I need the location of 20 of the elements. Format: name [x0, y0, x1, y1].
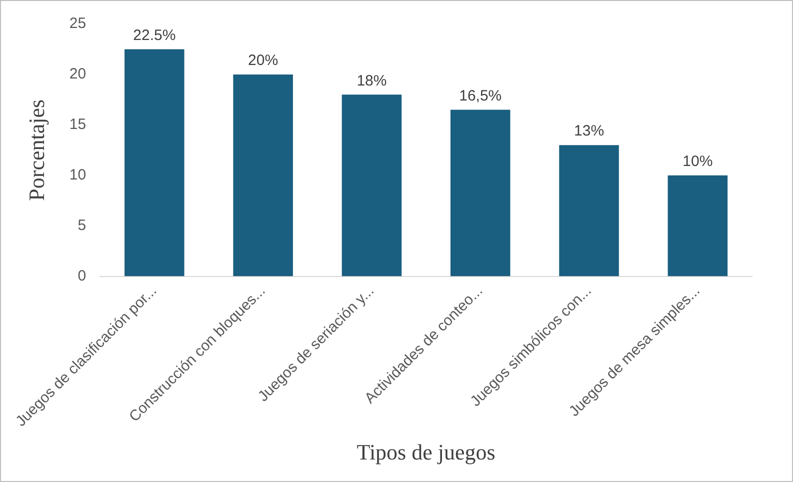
data-label: 18% — [356, 72, 387, 90]
y-tick-label: 10 — [69, 166, 86, 184]
data-label: 16,5% — [459, 87, 502, 104]
data-label: 10% — [682, 153, 713, 170]
y-tick-label: 5 — [78, 216, 86, 234]
y-tick-label: 20 — [69, 66, 86, 83]
bar — [668, 175, 728, 276]
bar — [124, 49, 184, 276]
bar — [233, 74, 293, 276]
y-tick-label: 0 — [78, 267, 86, 284]
y-tick-label: 15 — [69, 116, 86, 134]
bar — [559, 145, 619, 276]
data-label: 20% — [248, 52, 278, 70]
bar — [450, 110, 510, 276]
y-axis-title: Porcentajes — [24, 99, 49, 201]
bar — [342, 94, 402, 276]
data-label: 13% — [574, 122, 604, 140]
data-label: 22.5% — [133, 26, 176, 44]
y-tick-label: 25 — [69, 15, 86, 32]
x-axis-title: Tipos de juegos — [356, 440, 496, 465]
